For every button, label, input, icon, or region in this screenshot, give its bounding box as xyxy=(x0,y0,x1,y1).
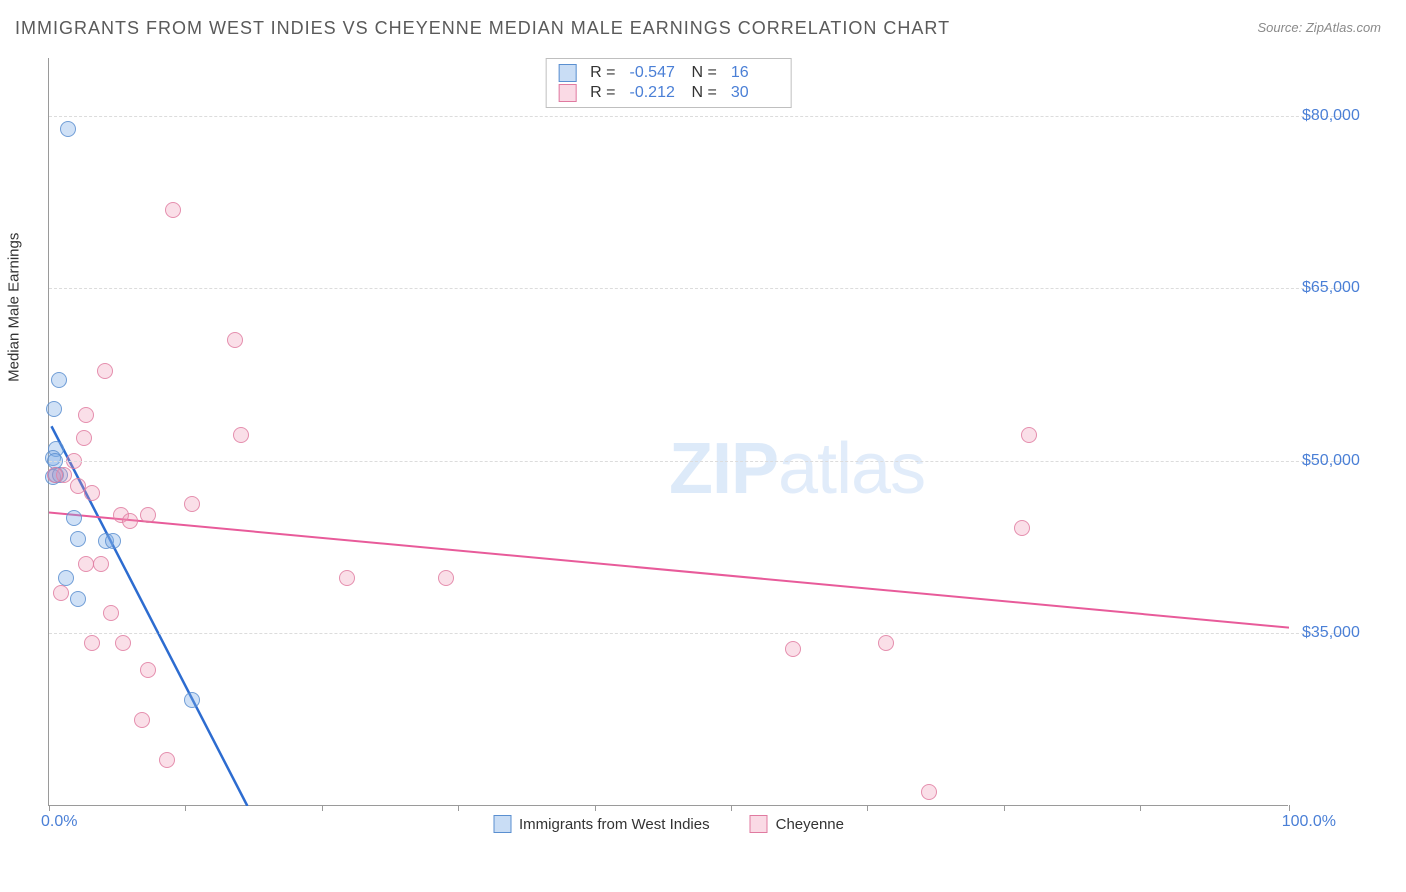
x-tick xyxy=(1140,805,1141,811)
x-axis-min-label: 0.0% xyxy=(41,813,77,831)
legend-stats: R = -0.547 N = 16 R = -0.212 N = 30 xyxy=(545,58,792,108)
source-label: Source: ZipAtlas.com xyxy=(1257,20,1381,35)
legend-item-2: Cheyenne xyxy=(750,815,844,833)
y-tick-label: $50,000 xyxy=(1302,452,1360,470)
data-point xyxy=(84,485,100,501)
swatch-pink-icon xyxy=(750,815,768,833)
series-2-name: Cheyenne xyxy=(776,816,844,833)
data-point xyxy=(47,467,63,483)
y-axis-label: Median Male Earnings xyxy=(6,233,23,382)
x-tick xyxy=(49,805,50,811)
r-label: R = xyxy=(590,64,615,82)
gridline xyxy=(49,633,1344,634)
data-point xyxy=(1014,520,1030,536)
x-axis-max-label: 100.0% xyxy=(1282,813,1336,831)
plot-box: ZIPatlas R = -0.547 N = 16 R = -0.212 N … xyxy=(48,58,1288,806)
r-value-2: -0.212 xyxy=(630,84,678,102)
data-point xyxy=(115,635,131,651)
data-point xyxy=(227,332,243,348)
r-label: R = xyxy=(590,84,615,102)
gridline xyxy=(49,116,1344,117)
chart-area: Median Male Earnings ZIPatlas R = -0.547… xyxy=(48,58,1368,838)
swatch-blue-icon xyxy=(493,815,511,833)
data-point xyxy=(78,407,94,423)
x-tick xyxy=(185,805,186,811)
data-point xyxy=(165,202,181,218)
x-tick xyxy=(731,805,732,811)
r-value-1: -0.547 xyxy=(630,64,678,82)
data-point xyxy=(78,556,94,572)
data-point xyxy=(51,372,67,388)
data-point xyxy=(66,510,82,526)
swatch-blue-icon xyxy=(558,64,576,82)
trend-line xyxy=(49,513,1289,628)
series-1-name: Immigrants from West Indies xyxy=(519,816,710,833)
data-point xyxy=(70,478,86,494)
data-point xyxy=(97,363,113,379)
x-tick xyxy=(595,805,596,811)
data-point xyxy=(184,692,200,708)
data-point xyxy=(53,585,69,601)
data-point xyxy=(46,401,62,417)
data-point xyxy=(60,121,76,137)
x-tick xyxy=(867,805,868,811)
data-point xyxy=(1021,427,1037,443)
n-label: N = xyxy=(692,64,717,82)
data-point xyxy=(93,556,109,572)
gridline xyxy=(49,288,1344,289)
x-tick xyxy=(1004,805,1005,811)
data-point xyxy=(921,784,937,800)
data-point xyxy=(184,496,200,512)
data-point xyxy=(134,712,150,728)
n-value-1: 16 xyxy=(731,64,779,82)
data-point xyxy=(105,533,121,549)
x-tick xyxy=(458,805,459,811)
n-value-2: 30 xyxy=(731,84,779,102)
data-point xyxy=(140,662,156,678)
data-point xyxy=(58,570,74,586)
x-tick xyxy=(322,805,323,811)
data-point xyxy=(159,752,175,768)
chart-title: IMMIGRANTS FROM WEST INDIES VS CHEYENNE … xyxy=(15,18,950,39)
data-point xyxy=(70,531,86,547)
data-point xyxy=(140,507,156,523)
data-point xyxy=(122,513,138,529)
data-point xyxy=(233,427,249,443)
gridline xyxy=(49,461,1344,462)
data-point xyxy=(878,635,894,651)
data-point xyxy=(84,635,100,651)
legend-row-1: R = -0.547 N = 16 xyxy=(558,63,779,83)
y-tick-label: $35,000 xyxy=(1302,624,1360,642)
data-point xyxy=(438,570,454,586)
data-point xyxy=(70,591,86,607)
data-point xyxy=(339,570,355,586)
n-label: N = xyxy=(692,84,717,102)
legend-item-1: Immigrants from West Indies xyxy=(493,815,710,833)
legend-series: Immigrants from West Indies Cheyenne xyxy=(493,815,844,833)
data-point xyxy=(785,641,801,657)
legend-row-2: R = -0.212 N = 30 xyxy=(558,83,779,103)
x-tick xyxy=(1289,805,1290,811)
y-tick-label: $65,000 xyxy=(1302,279,1360,297)
y-tick-label: $80,000 xyxy=(1302,107,1360,125)
data-point xyxy=(103,605,119,621)
data-point xyxy=(76,430,92,446)
swatch-pink-icon xyxy=(558,84,576,102)
